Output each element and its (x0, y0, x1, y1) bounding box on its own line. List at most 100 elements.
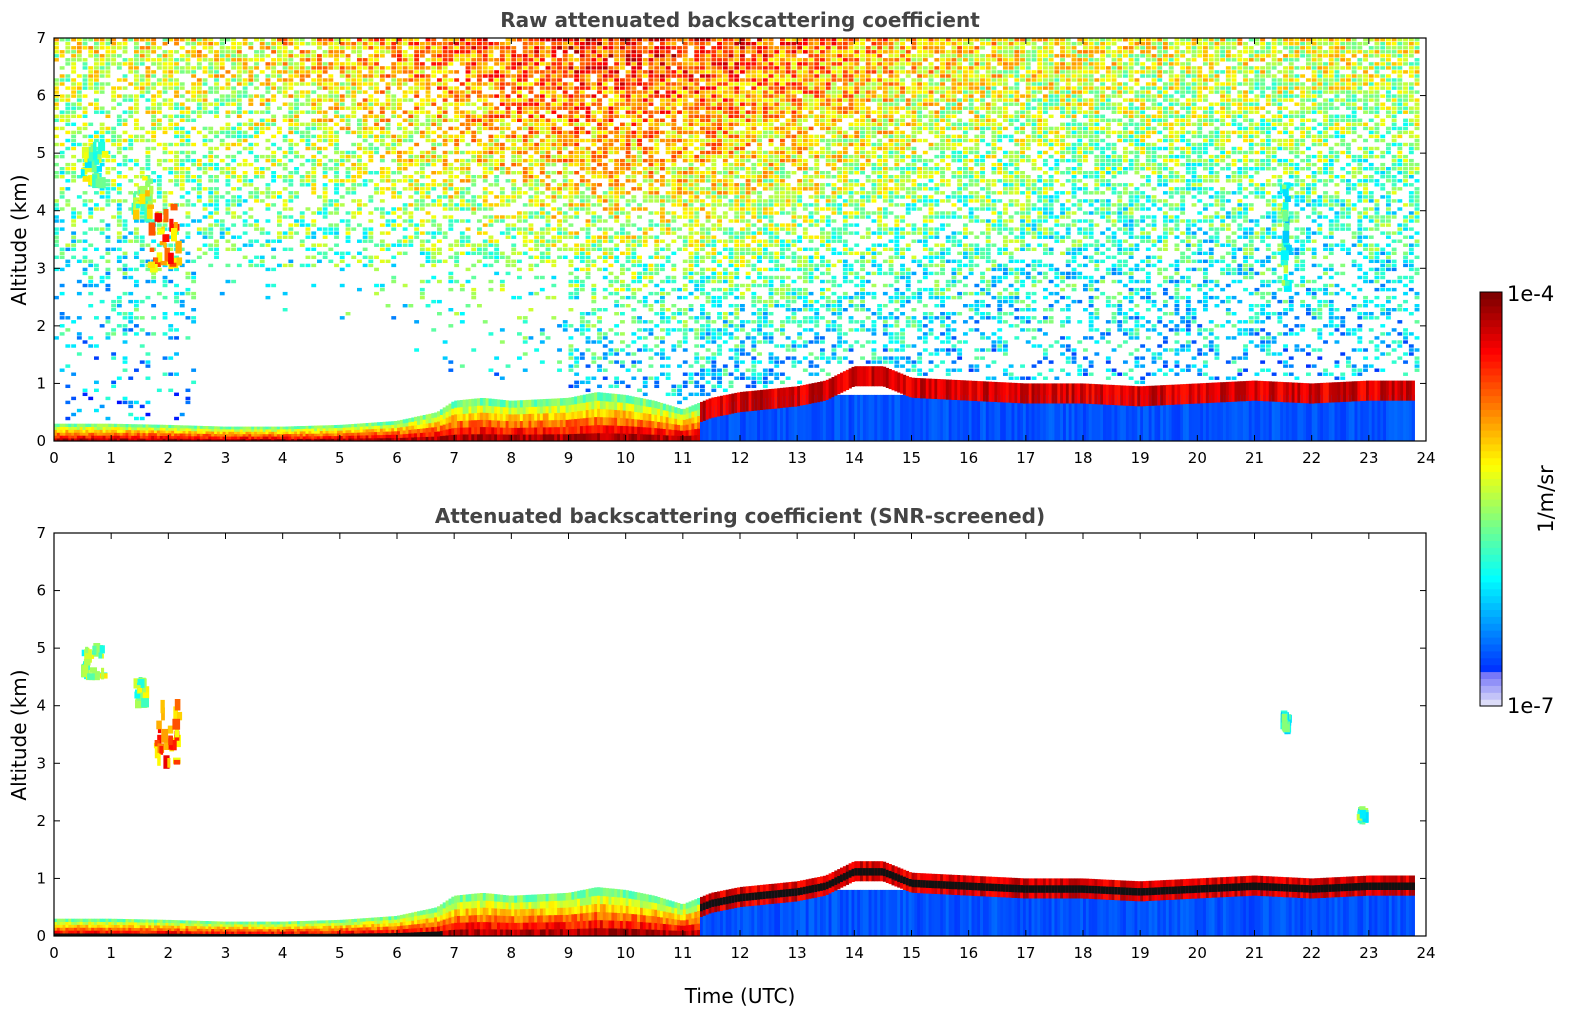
noise-pixel (111, 215, 117, 219)
noise-pixel (465, 122, 471, 127)
noise-pixel (322, 126, 328, 131)
noise-pixel (317, 162, 322, 167)
noise-pixel (265, 138, 271, 143)
noise-pixel (214, 195, 219, 199)
noise-pixel (471, 179, 477, 183)
noise-pixel (620, 50, 625, 54)
noise-pixel (585, 227, 591, 231)
noise-pixel (557, 348, 562, 352)
noise-pixel (682, 42, 688, 46)
noise-pixel (677, 340, 682, 344)
noise-pixel (700, 332, 705, 336)
noise-pixel (442, 74, 448, 78)
noise-pixel (408, 78, 414, 82)
noise-pixel (208, 223, 214, 227)
noise-pixel (454, 86, 460, 90)
noise-pixel (534, 58, 540, 62)
noise-pixel (534, 199, 540, 203)
noise-pixel (345, 231, 351, 235)
noise-pixel (357, 130, 362, 135)
noise-pixel (357, 199, 362, 203)
noise-pixel (488, 102, 494, 106)
noise-pixel (585, 54, 591, 58)
noise-pixel (419, 243, 425, 247)
noise-pixel (597, 364, 602, 368)
noise-pixel (688, 154, 694, 159)
noise-pixel (134, 54, 139, 58)
noise-pixel (397, 126, 402, 131)
noise-pixel (637, 320, 642, 324)
noise-pixel (391, 62, 397, 66)
noise-pixel (448, 62, 454, 66)
noise-pixel (385, 150, 391, 155)
noise-pixel (339, 102, 345, 106)
panel-raw: Raw attenuated backscattering coefficien… (7, 8, 1436, 467)
noise-pixel (231, 195, 237, 199)
noise-pixel (494, 138, 500, 143)
noise-pixel (608, 150, 614, 155)
noise-pixel (608, 42, 614, 46)
noise-pixel (648, 90, 654, 94)
noise-pixel (402, 251, 408, 256)
noise-pixel (545, 54, 551, 58)
noise-pixel (551, 122, 557, 127)
noise-pixel (419, 171, 425, 175)
noise-pixel (191, 118, 197, 123)
noise-pixel (277, 215, 282, 219)
noise-pixel (357, 251, 362, 256)
noise-pixel (499, 203, 505, 207)
noise-pixel (248, 70, 254, 74)
noise-pixel (259, 175, 265, 179)
noise-pixel (408, 175, 414, 179)
noise-pixel (597, 42, 602, 46)
noise-pixel (677, 308, 682, 312)
noise-pixel (551, 295, 557, 300)
noise-pixel (528, 336, 534, 340)
noise-pixel (625, 243, 631, 247)
noise-pixel (254, 126, 259, 131)
noise-pixel (65, 247, 71, 252)
noise-pixel (631, 171, 637, 175)
noise-pixel (688, 175, 694, 179)
noise-pixel (448, 195, 454, 199)
noise-pixel (351, 62, 357, 66)
noise-pixel (585, 187, 591, 191)
noise-pixel (642, 58, 648, 62)
noise-pixel (682, 62, 688, 66)
noise-pixel (534, 235, 540, 239)
noise-pixel (482, 94, 488, 98)
noise-pixel (511, 78, 517, 82)
noise-pixel (248, 46, 254, 50)
noise-pixel (111, 183, 117, 187)
noise-pixel (145, 138, 151, 143)
noise-pixel (236, 110, 242, 114)
noise-pixel (694, 352, 700, 356)
noise-pixel (602, 287, 608, 292)
noise-pixel (391, 279, 397, 284)
noise-pixel (368, 42, 374, 46)
noise-pixel (414, 158, 420, 163)
noise-pixel (282, 138, 288, 143)
noise-pixel (82, 58, 88, 62)
noise-pixel (179, 134, 185, 139)
noise-pixel (288, 183, 294, 187)
noise-pixel (677, 235, 682, 239)
noise-pixel (231, 38, 237, 42)
noise-pixel (385, 142, 391, 147)
noise-pixel (408, 38, 414, 42)
noise-pixel (482, 50, 488, 54)
noise-pixel (88, 304, 94, 308)
noise-pixel (654, 191, 660, 195)
noise-pixel (299, 211, 305, 215)
noise-pixel (454, 239, 460, 243)
noise-pixel (242, 62, 248, 66)
noise-pixel (414, 38, 420, 42)
noise-pixel (339, 54, 345, 58)
noise-pixel (597, 82, 602, 86)
noise-pixel (602, 118, 608, 123)
noise-pixel (54, 255, 59, 260)
noise-pixel (608, 175, 614, 179)
noise-pixel (265, 146, 271, 151)
noise-pixel (597, 227, 602, 231)
noise-pixel (539, 90, 545, 94)
